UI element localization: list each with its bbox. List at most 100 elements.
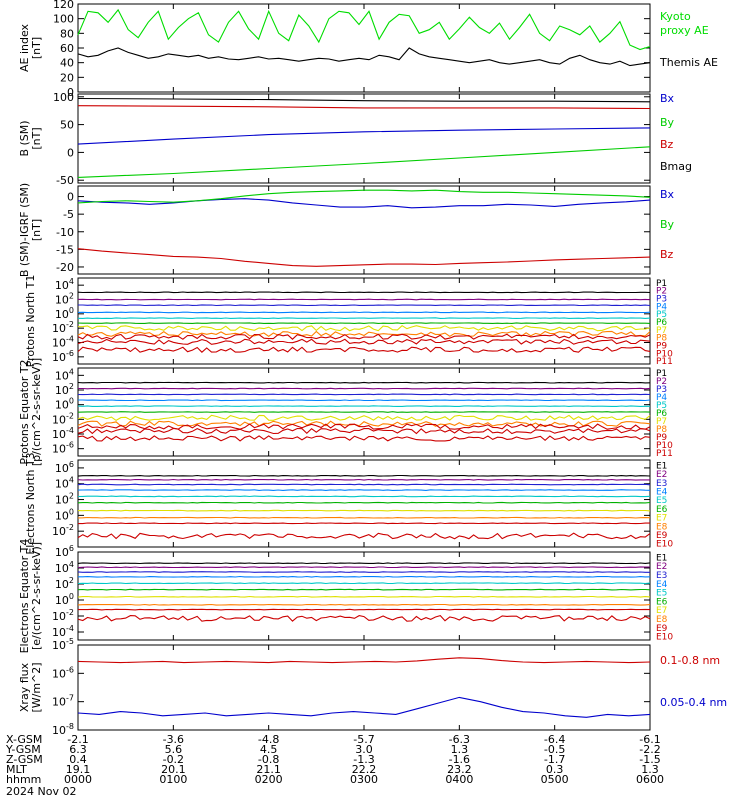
ephemeris-value: -0.5 [544,743,565,756]
series-line [77,47,651,67]
legend-label: P4 [656,302,667,312]
y-tick-label: 10-4 [52,426,74,441]
y-tick-label: 10-2 [52,320,74,335]
y-tick-label: 106 [55,544,74,559]
legend-label: By [660,116,675,129]
series-line [77,435,651,442]
y-tick-label: 10-6 [52,349,74,364]
series-line [77,603,651,606]
legend-label: E8 [656,522,668,532]
ephemeris-value: -1.5 [639,753,660,766]
legend-label: By [660,218,675,231]
ephemeris-row-label: MLT [6,763,27,776]
y-tick-label: 60 [60,42,74,55]
series-line [77,146,651,178]
series-line [77,420,651,427]
y-tick-label: 50 [60,119,74,132]
legend-label: E2 [656,470,667,480]
y-axis-title: Xray flux[W/m^2] [18,662,43,712]
y-tick-label: -50 [56,174,74,187]
y-tick-label: 10-6 [52,441,74,456]
legend-label: P6 [656,318,667,328]
series-line [77,330,651,337]
ephemeris-row-label: Y-GSM [5,743,41,756]
ephemeris-value: -6.4 [544,733,565,746]
y-axis-title: B (SM)-IGRF (SM)[nT] [18,183,43,277]
series-line [77,562,651,565]
series-line [77,8,651,51]
series-line [77,317,651,319]
y-tick-label: -10 [56,226,74,239]
ephemeris-value: 21.1 [256,763,281,776]
y-tick-label: 10-2 [52,523,74,538]
ephemeris-value: -0.2 [163,753,184,766]
y-tick-label: 0 [67,191,74,204]
series-line [77,291,651,294]
y-tick-label: 104 [55,277,74,292]
series-line [77,97,651,103]
y-tick-label: 80 [60,27,74,40]
series-line [77,393,651,396]
series-line [77,478,650,481]
series-line [78,522,650,525]
legend-label: E9 [656,624,668,634]
y-tick-label: 100 [55,507,74,522]
legend-label: P8 [656,425,667,435]
legend-label: E6 [656,505,668,515]
legend-label: Bz [660,248,674,261]
ephemeris-value: 0.3 [546,763,564,776]
ephemeris-value: -6.1 [639,733,660,746]
legend-label: 0.1-0.8 nm [660,654,720,667]
legend-label: Bx [660,188,675,201]
y-tick-label: 102 [55,292,74,307]
series-line [77,311,651,314]
y-axis-title: Protons Equator T2[p/(cm^2-s-sr-keV)] [18,358,43,466]
ephemeris-value: -1.7 [544,753,565,766]
legend-label: E1 [656,461,667,471]
ephemeris-value: -2.2 [639,743,660,756]
legend-label: P1 [656,369,667,379]
series-line [77,696,651,718]
y-axis-title: Electrons Equator T4[e/(cm^2-s-sr-keV)] [18,539,43,654]
ephemeris-value: -1.3 [353,753,374,766]
y-tick-label: 100 [55,397,74,412]
series-line [77,608,651,611]
panel-frame [77,185,651,275]
y-axis-title: AE index[nT] [18,23,43,72]
legend-label: E7 [656,514,667,524]
series-line [77,501,651,504]
series-line [77,189,651,204]
series-line [77,105,651,110]
legend-label: P11 [656,449,673,459]
ephemeris-value: -1.6 [449,753,470,766]
legend-label: Bx [660,92,675,105]
y-tick-label: 104 [55,560,74,575]
ephemeris-value: 22.2 [352,763,377,776]
ephemeris-value: 4.5 [260,743,278,756]
ephemeris-value: -2.1 [67,733,88,746]
legend-label: Themis AE [659,56,718,69]
y-tick-label: 10-7 [52,694,74,709]
series-line [77,566,651,569]
series-line [77,595,651,598]
y-tick-label: 10-2 [52,411,74,426]
ephemeris-value: -4.8 [258,733,279,746]
y-tick-label: 100 [55,592,74,607]
series-line [77,532,651,540]
y-axis-title: Electrons North T3 [24,452,37,554]
legend-label: P2 [656,377,667,387]
y-tick-label: 20 [60,71,74,84]
y-tick-label: 102 [55,492,74,507]
legend-label: E6 [656,597,668,607]
ephemeris-row-label: hhmm [6,773,41,786]
legend-label: P4 [656,393,667,403]
ephemeris-value: 19.1 [66,763,91,776]
series-line [77,489,651,491]
y-tick-label: -20 [56,261,74,274]
panel-2: -50 0 50 100 B (SM)[nT] Bx By Bz Bmag [18,91,692,187]
